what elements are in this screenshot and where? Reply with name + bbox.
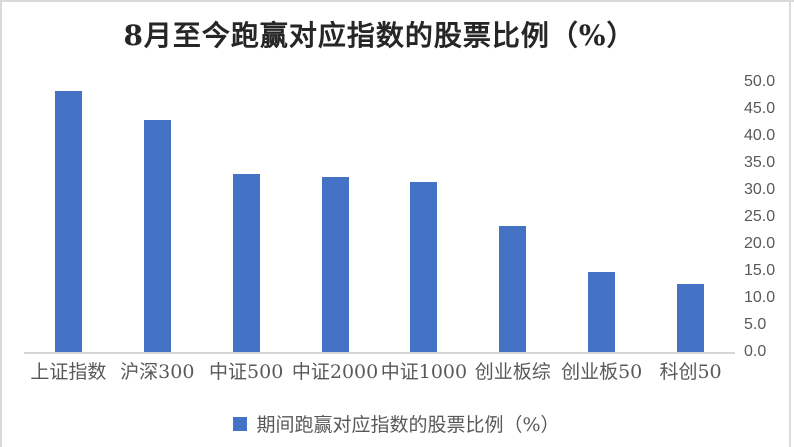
frame-border-top [0,0,794,2]
x-category-科创50: 科创50 [659,361,722,383]
legend-label: 期间跑赢对应指数的股票比例（%） [256,414,560,436]
bar-中证1000 [410,181,438,352]
y-tick-50.0: 50.0 [744,73,776,90]
bar-沪深300 [143,119,171,352]
x-axis-line [24,352,735,354]
bar-中证2000 [321,177,349,352]
legend-marker-square [233,416,248,431]
bar-科创50 [677,283,705,352]
y-tick-45.0: 45.0 [744,100,776,117]
y-tick-20.0: 20.0 [744,235,776,252]
y-tick-5.0: 5.0 [744,316,767,333]
x-category-创业板综: 创业板综 [474,361,551,383]
chart-title: 8月至今跑赢对应指数的股票比例（%） [123,19,636,52]
x-category-中证1000: 中证1000 [380,361,468,383]
bar-创业板综 [499,226,527,352]
y-tick-40.0: 40.0 [744,127,776,144]
x-category-中证2000: 中证2000 [291,361,379,383]
bar-中证500 [232,174,260,352]
x-category-上证指数: 上证指数 [30,361,107,383]
y-tick-10.0: 10.0 [744,289,776,306]
x-category-沪深300: 沪深300 [120,361,195,383]
legend: 期间跑赢对应指数的股票比例（%） [24,410,769,437]
bar-上证指数 [54,91,82,352]
frame-border-right [789,0,791,447]
plot-area [24,82,735,354]
y-tick-0.0: 0.0 [744,343,767,360]
y-tick-15.0: 15.0 [744,262,776,279]
y-tick-25.0: 25.0 [744,208,776,225]
y-tick-35.0: 35.0 [744,154,776,171]
y-tick-30.0: 30.0 [744,181,776,198]
bar-创业板50 [588,272,616,352]
frame-border-left [0,0,2,447]
x-category-中证500: 中证500 [209,361,284,383]
x-category-创业板50: 创业板50 [561,361,643,383]
